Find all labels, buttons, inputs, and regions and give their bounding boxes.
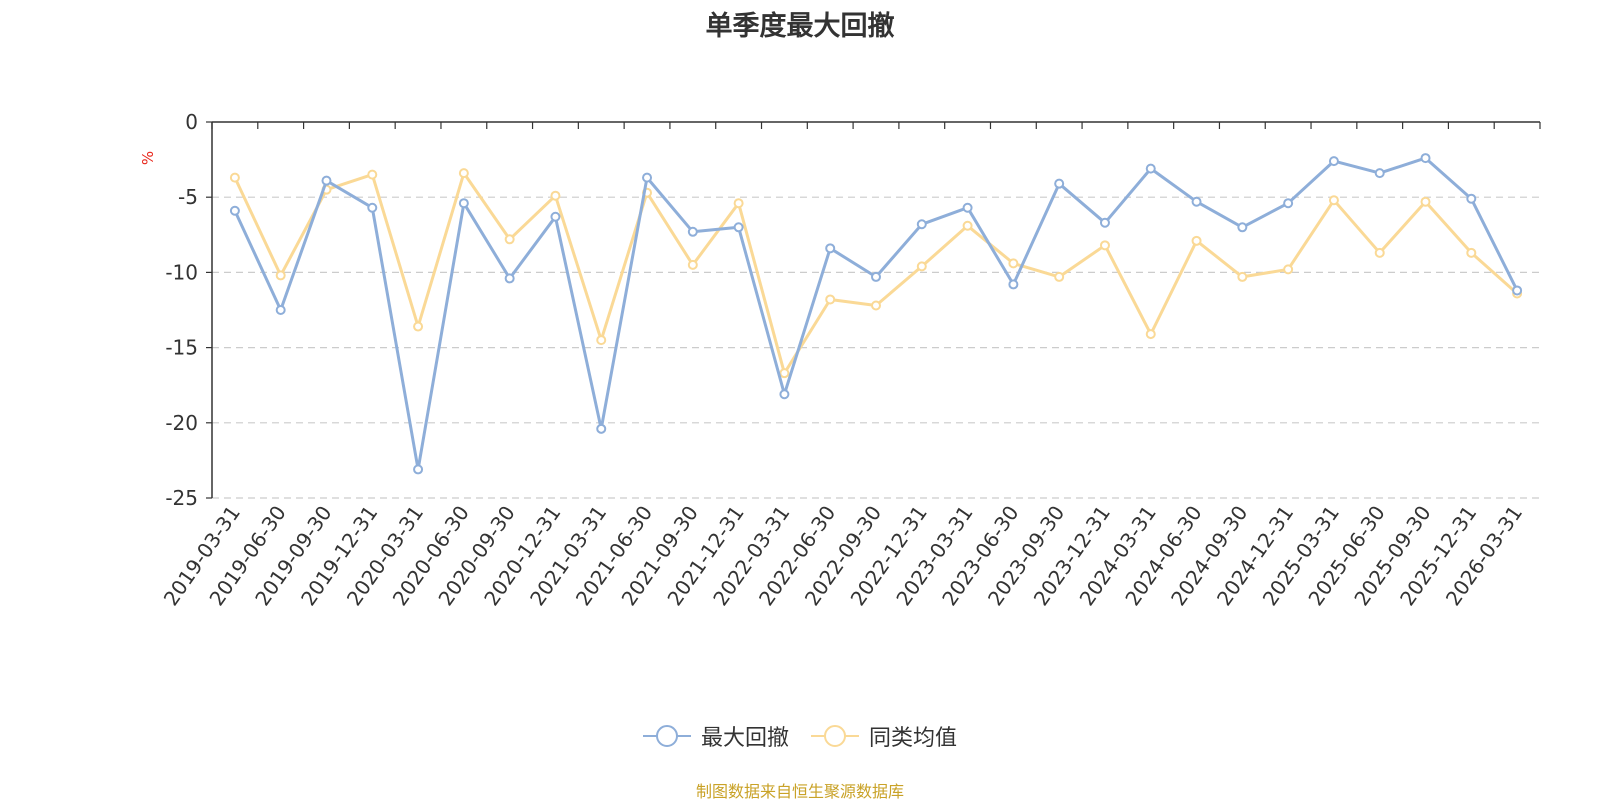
data-point: [916, 219, 927, 230]
x-tick-labels: 2019-03-312019-06-302019-09-302019-12-31…: [159, 501, 1528, 610]
data-point: [504, 234, 515, 245]
y-tick-label: -20: [165, 411, 198, 435]
data-point: [962, 202, 973, 213]
data-point: [871, 300, 881, 311]
data-point: [1099, 217, 1110, 228]
data-point: [321, 175, 332, 186]
source-note: 制图数据来自恒生聚源数据库: [695, 782, 904, 801]
data-point: [1054, 271, 1065, 282]
y-axis-label: %: [139, 151, 157, 165]
data-point: [1466, 247, 1477, 258]
data-point: [1328, 156, 1339, 167]
data-point: [504, 273, 515, 284]
data-point: [1420, 153, 1431, 164]
data-point: [733, 198, 744, 209]
data-point: [550, 190, 561, 201]
data-point: [1237, 271, 1248, 282]
y-tick-labels: 0 -5 -10 -15 -20 -25: [165, 110, 198, 510]
data-point: [367, 169, 378, 180]
data-point: [1328, 195, 1339, 206]
data-point: [1374, 247, 1385, 258]
data-point: [1145, 329, 1156, 340]
data-point: [1466, 193, 1477, 204]
y-tick-label: -15: [165, 336, 198, 360]
data-point: [1191, 196, 1202, 207]
data-point: [596, 423, 607, 434]
data-point: [1237, 222, 1248, 233]
legend-label: 同类均值: [869, 726, 958, 751]
y-tick-label: -25: [165, 486, 198, 510]
data-point: [1008, 279, 1019, 290]
data-point: [687, 226, 698, 237]
data-point: [550, 211, 561, 222]
data-point: [413, 321, 424, 332]
data-point: [458, 198, 469, 209]
axes: [206, 121, 1541, 499]
data-point: [275, 270, 286, 281]
data-point: [1512, 285, 1523, 296]
data-point: [1054, 178, 1065, 189]
data-point: [1283, 264, 1294, 275]
data-point: [275, 305, 286, 315]
legend-item-1[interactable]: 同类均值: [811, 720, 957, 752]
data-point: [1283, 198, 1294, 209]
data-point: [1008, 258, 1019, 269]
legend-swatch-icon: [811, 724, 859, 748]
legend-label: 最大回撤: [700, 726, 789, 751]
data-point: [642, 172, 653, 183]
y-tick-label: -5: [178, 185, 198, 209]
data-point: [1145, 163, 1156, 174]
data-point: [733, 222, 744, 233]
data-point: [229, 205, 240, 216]
data-point: [871, 271, 881, 282]
data-point: [962, 220, 973, 231]
data-point: [1099, 240, 1110, 251]
y-tick-label: -10: [165, 260, 198, 284]
grid-lines: [212, 196, 1540, 499]
chart-title: 单季度最大回撤: [705, 11, 895, 42]
data-point: [367, 202, 378, 213]
data-point: [1191, 235, 1202, 246]
data-point: [779, 368, 790, 379]
legend-item-0[interactable]: 最大回撤: [642, 720, 789, 752]
data-point: [413, 464, 424, 475]
data-point: [1374, 168, 1385, 179]
data-point: [1420, 196, 1431, 207]
data-point: [596, 335, 607, 346]
data-point: [229, 172, 240, 183]
series-0: [229, 153, 1523, 475]
series-group: [229, 153, 1523, 475]
data-point: [916, 261, 927, 272]
data-point: [825, 294, 836, 305]
data-point: [825, 243, 836, 254]
legend-swatch-icon: [642, 724, 691, 748]
data-point: [458, 168, 469, 179]
legend: 最大回撤 同类均值: [0, 720, 1600, 752]
data-point: [687, 259, 698, 270]
data-point: [779, 389, 790, 400]
y-tick-label: 0: [185, 110, 198, 134]
